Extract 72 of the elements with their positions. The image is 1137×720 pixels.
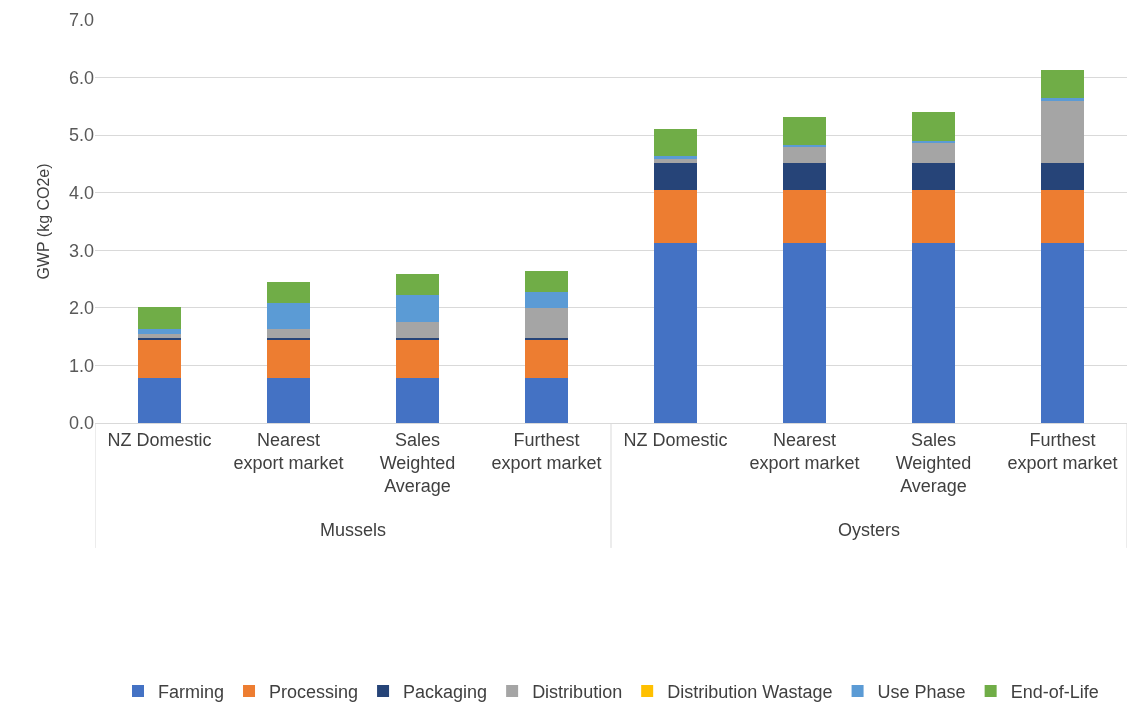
bar	[138, 307, 181, 329]
bar	[912, 111, 955, 141]
bar	[654, 163, 697, 190]
legend-label: Processing	[269, 682, 359, 703]
x-tick-label: Sales Weighted Average	[895, 429, 972, 497]
bar	[525, 308, 568, 338]
bar	[396, 295, 439, 322]
y-axis-title: GWP (kg CO2e)	[34, 163, 52, 280]
bar	[267, 302, 310, 329]
y-tick-label: 7.0	[68, 10, 94, 31]
bar	[138, 378, 181, 423]
legend-label: Distribution	[532, 682, 623, 703]
text: Oysters	[838, 520, 901, 540]
bar	[267, 281, 310, 303]
legend-label: Packaging	[403, 682, 488, 703]
x-tick-label: Nearest export market	[749, 429, 860, 473]
bar	[138, 339, 181, 379]
bar	[783, 147, 826, 164]
bar	[396, 337, 439, 340]
bar	[267, 337, 310, 340]
legend-label: End-of-Life	[1010, 682, 1099, 703]
text: Mussels	[320, 520, 387, 540]
x-tick-label: NZ Domestic	[107, 429, 212, 450]
bar	[396, 321, 439, 338]
y-tick-label: 3.0	[68, 240, 94, 261]
bar	[396, 339, 439, 379]
bar	[1041, 70, 1084, 99]
bar	[525, 292, 568, 309]
x-tick-label: Furthest export market	[1007, 429, 1118, 473]
x-tick-label: Sales Weighted Average	[379, 429, 456, 497]
y-tick-label: 6.0	[68, 67, 94, 88]
y-tick-label: 2.0	[68, 298, 94, 319]
bar	[912, 243, 955, 423]
y-tick-label: 4.0	[68, 183, 94, 204]
x-tick-label: Furthest export market	[491, 429, 602, 473]
bar	[267, 339, 310, 379]
bar	[267, 328, 310, 338]
bar	[525, 271, 568, 293]
bar	[654, 128, 697, 157]
bar	[396, 273, 439, 296]
bar	[783, 189, 826, 244]
bar	[525, 339, 568, 379]
bar	[1041, 163, 1084, 190]
bar	[138, 337, 181, 340]
x-tick-label: Nearest export market	[233, 429, 344, 473]
bar	[1041, 189, 1084, 244]
x-tick-label: NZ Domestic	[623, 429, 728, 450]
bar	[138, 328, 181, 334]
bar	[1041, 98, 1084, 101]
bar	[267, 378, 310, 423]
bar	[1041, 243, 1084, 423]
bar	[525, 378, 568, 423]
bar	[654, 243, 697, 423]
legend-label: Use Phase	[877, 682, 966, 703]
bar	[783, 117, 826, 145]
legend-label: Distribution Wastage	[667, 682, 833, 703]
bar	[396, 378, 439, 423]
bar	[783, 163, 826, 190]
bar	[654, 189, 697, 244]
bar	[912, 140, 955, 143]
legend-label: Farming	[158, 682, 225, 703]
y-tick-label: 5.0	[68, 125, 94, 146]
bar	[783, 243, 826, 423]
bar	[654, 156, 697, 159]
bar	[1041, 100, 1084, 164]
bar	[912, 142, 955, 164]
bar	[525, 337, 568, 340]
y-tick-label: 1.0	[68, 355, 94, 376]
bar	[912, 189, 955, 244]
y-tick-label: 0.0	[68, 413, 94, 434]
bar	[138, 333, 181, 338]
bar	[912, 163, 955, 190]
